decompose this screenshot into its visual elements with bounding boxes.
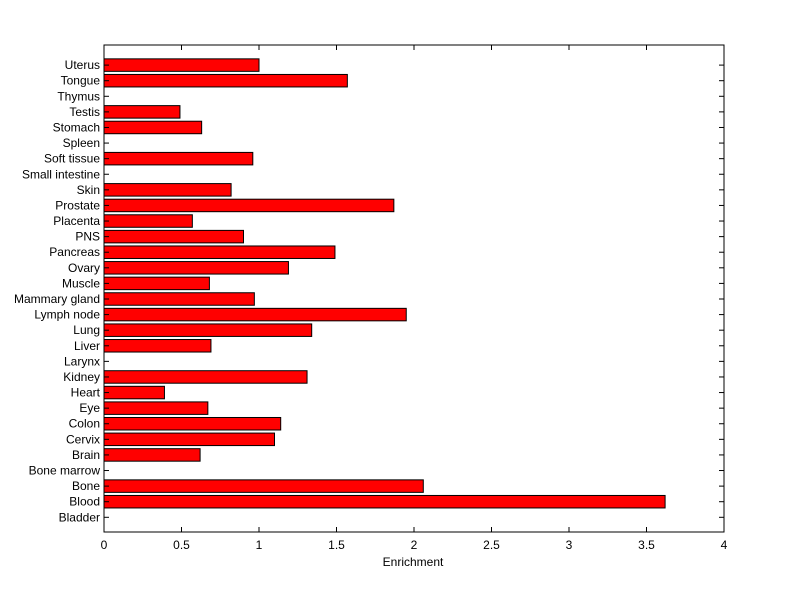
y-tick-label: PNS [75, 230, 100, 244]
y-tick-label: Tongue [61, 74, 101, 88]
bar-pancreas [103, 245, 336, 259]
y-tick-label: Stomach [53, 120, 100, 134]
y-tick-label: Uterus [65, 58, 100, 72]
x-tick-label: 4 [721, 538, 728, 552]
y-tick-label: Prostate [55, 198, 100, 212]
x-tick-label: 3.5 [638, 538, 655, 552]
x-tick-label: 0.5 [173, 538, 190, 552]
bar-soft-tissue [103, 151, 254, 166]
y-tick-label: Brain [72, 448, 100, 462]
y-tick-label: Small intestine [22, 167, 100, 181]
y-tick-label: Skin [77, 183, 100, 197]
y-tick-label: Larynx [64, 354, 100, 368]
x-axis-label: Enrichment [383, 555, 444, 569]
y-tick-label: Ovary [68, 261, 100, 275]
bar-heart [103, 385, 165, 400]
y-tick-label: Blood [69, 495, 100, 509]
y-tick-label: Lymph node [34, 308, 100, 322]
y-tick-label: Bone [72, 479, 100, 493]
bar-skin [103, 183, 232, 197]
bar-lung [103, 323, 313, 337]
x-tick-label: 2 [411, 538, 418, 552]
x-tick-label: 2.5 [483, 538, 500, 552]
y-tick-label: Pancreas [49, 245, 100, 259]
y-tick-label: Muscle [62, 276, 100, 290]
y-tick-label: Spleen [63, 136, 100, 150]
bar-blood [103, 494, 666, 509]
y-tick-label: Thymus [57, 89, 100, 103]
bar-bone [103, 479, 424, 493]
bar-uterus [103, 58, 260, 72]
bar-ovary [103, 261, 289, 275]
y-tick-label: Testis [69, 105, 100, 119]
y-tick-label: Cervix [66, 432, 100, 446]
y-tick-label: Kidney [63, 370, 100, 384]
bar-tongue [103, 73, 348, 88]
bar-stomach [103, 120, 203, 135]
bar-lymph-node [103, 307, 407, 322]
y-tick-label: Colon [69, 417, 100, 431]
y-tick-label: Placenta [53, 214, 100, 228]
bar-prostate [103, 198, 395, 213]
bar-liver [103, 339, 212, 353]
bar-brain [103, 448, 201, 462]
bar-colon [103, 416, 282, 431]
bar-mammary-gland [103, 292, 255, 306]
x-tick-label: 1 [256, 538, 263, 552]
bar-placenta [103, 214, 193, 228]
y-tick-label: Mammary gland [14, 292, 100, 306]
x-tick-label: 1.5 [328, 538, 345, 552]
y-tick-label: Heart [71, 386, 101, 400]
bar-pns [103, 229, 244, 244]
y-tick-label: Bladder [59, 510, 100, 524]
y-tick-label: Soft tissue [44, 152, 100, 166]
bar-testis [103, 105, 181, 119]
x-tick-label: 0 [101, 538, 108, 552]
bar-cervix [103, 432, 275, 447]
x-tick-label: 3 [566, 538, 573, 552]
y-tick-label: Bone marrow [29, 464, 101, 478]
plot-frame [103, 44, 725, 533]
bar-eye [103, 401, 209, 415]
y-tick-label: Lung [73, 323, 100, 337]
y-tick-label: Eye [79, 401, 100, 415]
bar-muscle [103, 276, 210, 291]
y-tick-label: Liver [74, 339, 100, 353]
bar-kidney [103, 370, 308, 384]
